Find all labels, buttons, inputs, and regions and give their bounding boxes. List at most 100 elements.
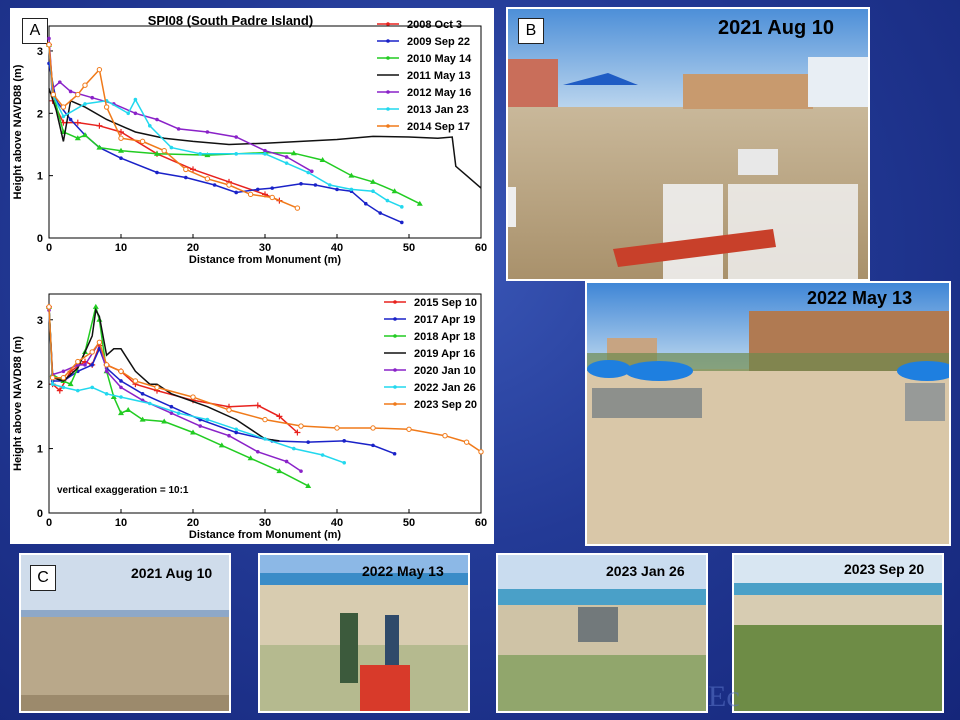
data-point: [306, 170, 311, 175]
data-point: [74, 119, 81, 126]
data-point: [60, 104, 67, 110]
data-point: [110, 394, 117, 400]
photo-b-2021-aug-10: B 2021 Aug 10: [506, 7, 870, 281]
data-point: [67, 381, 74, 387]
data-point: [234, 152, 238, 156]
data-point: [371, 189, 375, 194]
data-point: [392, 451, 397, 456]
data-point: [90, 95, 94, 100]
legend-entry: 2014 Sep 17: [407, 121, 470, 133]
chart-annotation: vertical exaggeration = 10:1: [57, 485, 189, 496]
legend-entry: 2017 Apr 19: [414, 314, 475, 326]
chart-title: SPI08 (South Padre Island): [148, 13, 313, 28]
legend-entry: 2011 May 13: [407, 70, 471, 82]
data-point: [49, 375, 56, 381]
data-point: [190, 394, 196, 400]
photo-date-label: 2022 May 13: [807, 288, 913, 308]
photo-c-2021-aug-10: C 2021 Aug 10: [19, 553, 231, 713]
data-point: [82, 82, 88, 88]
data-point: [118, 147, 124, 153]
data-point: [90, 385, 94, 390]
data-point: [61, 385, 66, 390]
data-point: [161, 148, 167, 154]
data-point: [299, 181, 303, 186]
legend-entry: 2023 Sep 20: [414, 399, 477, 411]
data-point: [400, 205, 404, 209]
y-tick-label: 3: [37, 46, 43, 58]
legend-marker: [386, 22, 390, 26]
data-point: [118, 410, 124, 416]
series-line: [48, 63, 403, 224]
legend-marker: [386, 56, 390, 60]
legend-marker: [393, 385, 397, 389]
data-point: [118, 129, 124, 135]
data-point: [319, 157, 326, 163]
beach-photo-image: [498, 555, 706, 711]
data-point: [50, 382, 55, 386]
data-point: [263, 148, 267, 153]
x-tick-label: 40: [331, 517, 343, 529]
photo-date-label: 2023 Sep 20: [844, 561, 925, 577]
data-point: [96, 144, 103, 150]
data-point: [184, 175, 188, 180]
data-point: [205, 130, 210, 134]
data-point: [96, 66, 103, 73]
data-point: [371, 443, 375, 448]
y-tick-label: 3: [37, 315, 43, 327]
data-point: [204, 176, 211, 182]
data-point: [305, 482, 312, 488]
data-point: [226, 182, 232, 188]
data-point: [140, 392, 145, 396]
data-point: [139, 138, 146, 145]
panel-label-a: A: [22, 18, 48, 44]
legend-entry: 2012 May 16: [407, 87, 471, 99]
series-line: [48, 88, 482, 189]
data-point: [169, 411, 174, 415]
data-point: [83, 102, 87, 106]
data-point: [292, 446, 296, 451]
data-point: [118, 135, 124, 141]
data-point: [90, 363, 94, 367]
data-point: [294, 429, 301, 436]
data-point: [68, 89, 73, 94]
legend-marker: [393, 300, 397, 304]
y-axis-label: Height above NAVD88 (m): [12, 336, 24, 471]
data-point: [313, 183, 318, 187]
y-tick-label: 2: [37, 108, 43, 120]
watermark-text: Ec: [708, 680, 740, 713]
data-point: [247, 455, 254, 461]
photo-c-2023-sep-20: 2023 Sep 20: [732, 553, 944, 713]
data-point: [119, 385, 123, 390]
series-line: [48, 44, 298, 209]
data-point: [400, 220, 404, 225]
data-point: [218, 442, 225, 448]
legend-marker: [393, 368, 397, 372]
data-point: [298, 423, 304, 429]
legend-marker: [393, 334, 397, 338]
data-point: [60, 375, 67, 381]
data-point: [212, 183, 217, 187]
x-tick-label: 50: [403, 242, 415, 254]
data-point: [190, 429, 196, 435]
data-point: [190, 166, 196, 173]
data-point: [169, 404, 174, 409]
legend-entry: 2018 Apr 18: [414, 331, 475, 343]
legend-marker: [393, 402, 397, 406]
data-point: [263, 152, 267, 156]
data-point: [378, 211, 383, 215]
data-point: [96, 122, 103, 129]
x-tick-label: 10: [115, 517, 127, 529]
legend-marker: [386, 107, 390, 111]
series-line: [48, 310, 302, 472]
data-point: [96, 339, 103, 346]
beach-photo-image: [508, 9, 868, 279]
data-point: [133, 111, 138, 116]
y-tick-label: 1: [37, 171, 43, 183]
data-point: [306, 440, 311, 444]
data-point: [370, 425, 376, 431]
data-point: [176, 411, 181, 415]
data-point: [294, 205, 301, 211]
beach-photo-image: [260, 555, 468, 711]
data-point: [46, 42, 52, 48]
data-point: [256, 187, 260, 192]
